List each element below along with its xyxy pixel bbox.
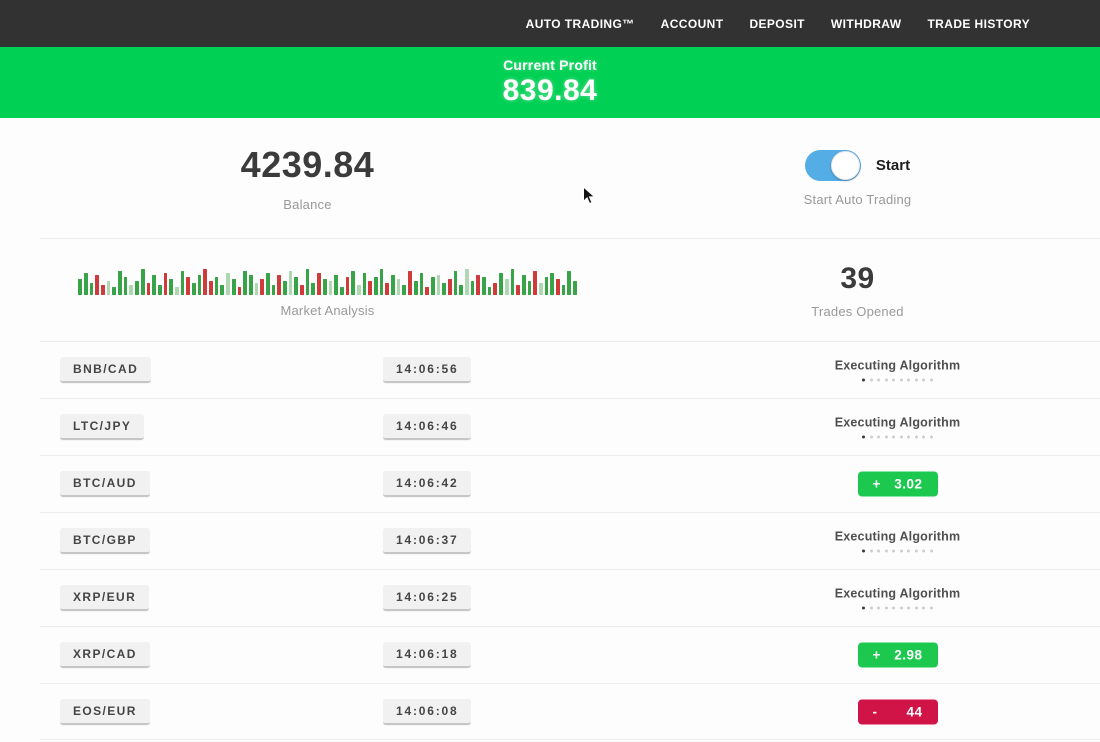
nav-item-auto-trading[interactable]: AUTO TRADING™ [525,16,635,31]
pair-pill[interactable]: EOS/EUR [60,698,150,725]
nav-item-trade-history[interactable]: TRADE HISTORY [927,16,1030,31]
pair-pill[interactable]: LTC/JPY [60,414,145,440]
nav-item-account[interactable]: ACCOUNT [660,16,724,31]
progress-dots [862,549,933,553]
profit-badge: + 2.98 [857,642,938,668]
pair-pill[interactable]: BTC/GBP [60,528,150,554]
badge-sign: - [872,704,878,719]
auto-trading-toggle[interactable] [804,149,861,181]
trade-status: + 3.02 [760,471,1035,497]
table-row: LTC/JPY 14:06:46 Executing Algorithm [40,398,1100,455]
trade-status: Executing Algorithm [760,416,1035,439]
trade-status: Executing Algorithm [760,587,1035,610]
market-row: Market Analysis 39 Trades Opened [40,238,1100,341]
table-row: EOS/EUR 14:06:08 - 44 [40,683,1100,740]
trades-opened-section: 39 Trades Opened [615,239,1100,341]
current-profit-value: 839.84 [502,74,598,107]
table-row: BTC/GBP 14:06:37 Executing Algorithm [40,512,1100,569]
trade-status: Executing Algorithm [760,359,1035,382]
time-pill[interactable]: 14:06:46 [383,414,472,440]
table-row: BNB/CAD 14:06:56 Executing Algorithm [40,341,1100,398]
start-auto-trading-label: Start Auto Trading [803,191,912,207]
badge-value: 2.98 [894,647,923,663]
time-pill[interactable]: 14:06:42 [383,471,472,497]
market-analysis-label: Market Analysis [280,303,375,318]
executing-algorithm-label: Executing Algorithm [834,586,961,601]
table-row: XRP/EUR 14:06:25 Executing Algorithm [40,569,1100,626]
current-profit-label: Current Profit [503,57,597,73]
current-profit-banner: Current Profit 839.84 [0,47,1100,118]
balance-label: Balance [283,197,332,212]
auto-trading-section: Start Start Auto Trading [615,118,1100,238]
balance-section: 4239.84 Balance [0,118,615,238]
pair-pill[interactable]: XRP/CAD [60,642,150,668]
trades-opened-value: 39 [840,261,875,295]
loss-badge: - 44 [857,699,938,724]
market-analysis-bars [78,262,577,295]
nav-item-deposit[interactable]: DEPOSIT [749,16,805,31]
time-pill[interactable]: 14:06:08 [383,698,472,725]
executing-algorithm-label: Executing Algorithm [834,529,961,544]
nav-item-withdraw[interactable]: WITHDRAW [830,16,902,31]
pair-pill[interactable]: BNB/CAD [60,357,152,383]
trade-status: Executing Algorithm [760,530,1035,553]
time-pill[interactable]: 14:06:37 [383,528,472,554]
table-row: XRP/CAD 14:06:18 + 2.98 [40,626,1100,683]
progress-dots [862,606,933,610]
toggle-knob [830,150,860,180]
badge-value: 3.02 [894,476,923,492]
trades-list: BNB/CAD 14:06:56 Executing Algorithm LTC… [0,341,1100,740]
balance-value: 4239.84 [240,144,375,185]
badge-sign: + [872,647,881,663]
pair-pill[interactable]: XRP/EUR [60,585,150,611]
time-pill[interactable]: 14:06:18 [383,642,472,668]
pair-pill[interactable]: BTC/AUD [60,471,150,497]
badge-sign: + [872,476,881,492]
trade-status: - 44 [760,699,1035,724]
executing-algorithm-label: Executing Algorithm [834,358,961,373]
trades-opened-label: Trades Opened [811,303,904,319]
executing-algorithm-label: Executing Algorithm [834,415,961,430]
trade-status: + 2.98 [760,642,1035,668]
time-pill[interactable]: 14:06:56 [383,357,472,383]
progress-dots [862,435,933,439]
progress-dots [862,378,933,382]
table-row: BTC/AUD 14:06:42 + 3.02 [40,455,1100,512]
time-pill[interactable]: 14:06:25 [383,585,472,611]
toggle-start-label: Start [875,156,911,174]
market-analysis-section: Market Analysis [40,239,615,341]
badge-value: 44 [906,704,923,719]
profit-badge: + 3.02 [857,471,938,497]
top-nav: AUTO TRADING™ ACCOUNT DEPOSIT WITHDRAW T… [0,0,1100,47]
stats-row: 4239.84 Balance Start Start Auto Trading [0,118,1100,238]
